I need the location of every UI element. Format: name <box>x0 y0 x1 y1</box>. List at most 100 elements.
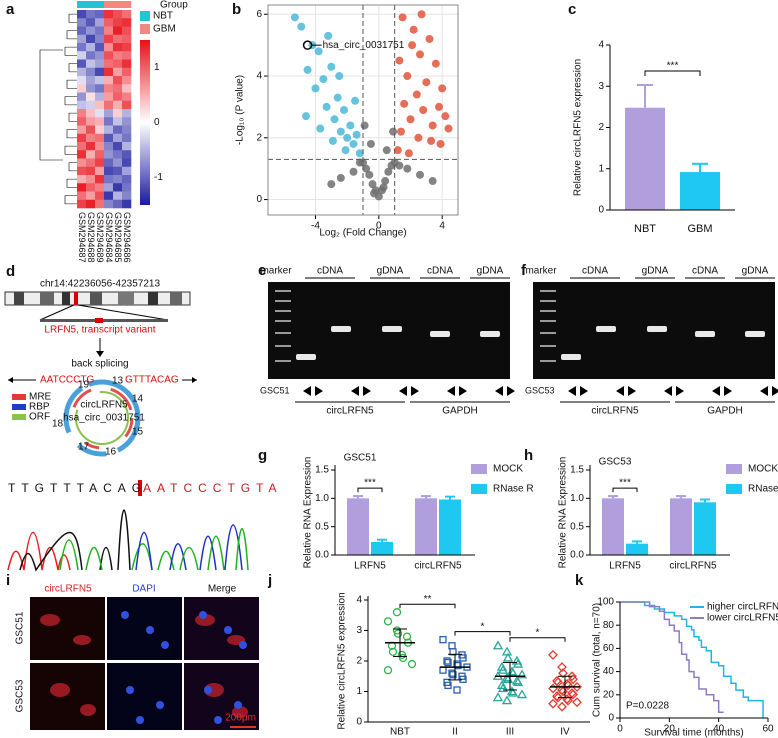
y-tick-label: 4 <box>356 595 362 606</box>
legend-swatch <box>471 484 487 494</box>
point <box>403 164 412 173</box>
legend-swatch <box>726 484 742 494</box>
point <box>507 687 519 697</box>
point <box>397 127 405 136</box>
panel-letter: a <box>6 1 15 18</box>
primer-glyph <box>628 386 636 396</box>
y-tick-label: 3 <box>598 81 604 92</box>
exon: 17 <box>78 442 90 453</box>
x-tick-label: IV <box>560 727 570 738</box>
y-tick-label: 0 <box>608 713 614 724</box>
point <box>428 121 437 130</box>
heat-cell <box>122 166 132 176</box>
heat-cell <box>113 26 123 36</box>
heat-cell <box>104 100 114 110</box>
dendrogram <box>68 63 77 73</box>
heat-cell <box>95 76 105 85</box>
heat-cell <box>95 133 105 143</box>
heat-cell <box>86 18 96 27</box>
point <box>360 121 369 130</box>
region: chr14:42236056-42357213 <box>40 279 161 290</box>
point <box>336 127 345 136</box>
legend-label: MOCK <box>493 464 523 475</box>
point <box>516 669 528 679</box>
point <box>408 41 417 50</box>
x-tick-label: 0 <box>376 221 382 232</box>
heat-cell <box>104 133 114 143</box>
point <box>416 50 424 59</box>
dendrogram <box>64 145 77 155</box>
axis <box>334 465 475 556</box>
heat-cell <box>104 34 114 44</box>
primer-glyph <box>760 386 768 396</box>
primer-glyph <box>568 386 576 396</box>
heat-cell <box>77 183 87 192</box>
legend-label: RNase R <box>493 484 534 495</box>
y-tick-label: 1.0 <box>570 493 584 504</box>
lane-label: marker <box>260 266 292 277</box>
x-tick-label: NBT <box>634 223 656 235</box>
primer-glyph <box>676 386 684 396</box>
point <box>516 689 528 699</box>
heat-cell <box>104 117 114 126</box>
sig-bracket <box>509 637 566 642</box>
panel-letter: k <box>575 572 584 589</box>
point <box>322 102 331 111</box>
x-tick-label: 60 <box>762 724 774 735</box>
cell-label: GSC53 <box>525 385 555 395</box>
heat-cell <box>95 142 105 151</box>
heat-cell <box>95 199 105 209</box>
channel-label: DAPI <box>132 584 155 595</box>
primer-glyph <box>616 386 624 396</box>
point <box>336 173 345 182</box>
bar <box>680 172 720 210</box>
dendrogram <box>39 49 63 161</box>
dendrogram <box>66 178 77 188</box>
y-tick-label: 0 <box>256 194 262 205</box>
heat-cell <box>113 150 123 159</box>
primer-glyph <box>411 386 419 396</box>
row-label: GSC51 <box>15 611 26 644</box>
heat-cell <box>77 133 87 143</box>
x-axis-label: Log₂ (Fold Change) <box>319 228 406 239</box>
group-cell <box>113 1 123 8</box>
heat-cell <box>77 34 87 44</box>
primer-glyph <box>507 386 515 396</box>
point <box>558 668 568 679</box>
point <box>327 180 336 189</box>
dendrogram <box>68 13 77 23</box>
heat-cell <box>95 109 105 118</box>
point <box>403 72 412 81</box>
sig-bracket <box>454 631 511 636</box>
heat-cell <box>86 84 96 93</box>
colorbar-label: 0 <box>154 117 160 128</box>
heat-cell <box>122 109 132 118</box>
point <box>558 686 568 697</box>
sig-label: *** <box>364 478 376 489</box>
point <box>407 659 417 669</box>
lane-label: gDNA <box>742 266 769 277</box>
primer-glyph <box>315 386 323 396</box>
point <box>453 686 461 694</box>
heat-cell <box>77 199 87 209</box>
point <box>497 664 509 674</box>
legend-label: MOCK <box>748 464 778 475</box>
legend-label: higher circLRFN5 <box>707 602 778 613</box>
axis <box>609 45 735 211</box>
heat-cell <box>86 43 96 52</box>
point <box>439 636 447 644</box>
heat-cell <box>95 51 105 60</box>
point <box>501 695 513 705</box>
heat-cell <box>86 175 96 184</box>
heat-cell <box>86 67 96 77</box>
sig-bracket <box>644 70 701 77</box>
point <box>441 112 450 121</box>
heat-cell <box>86 109 96 118</box>
heat-cell <box>77 84 87 93</box>
x-tick-label: NBT <box>390 727 410 738</box>
point <box>327 62 336 71</box>
exon: 18 <box>52 419 64 430</box>
heat-cell <box>95 191 105 201</box>
heat-cell <box>122 158 132 168</box>
heat-cell <box>113 76 123 85</box>
